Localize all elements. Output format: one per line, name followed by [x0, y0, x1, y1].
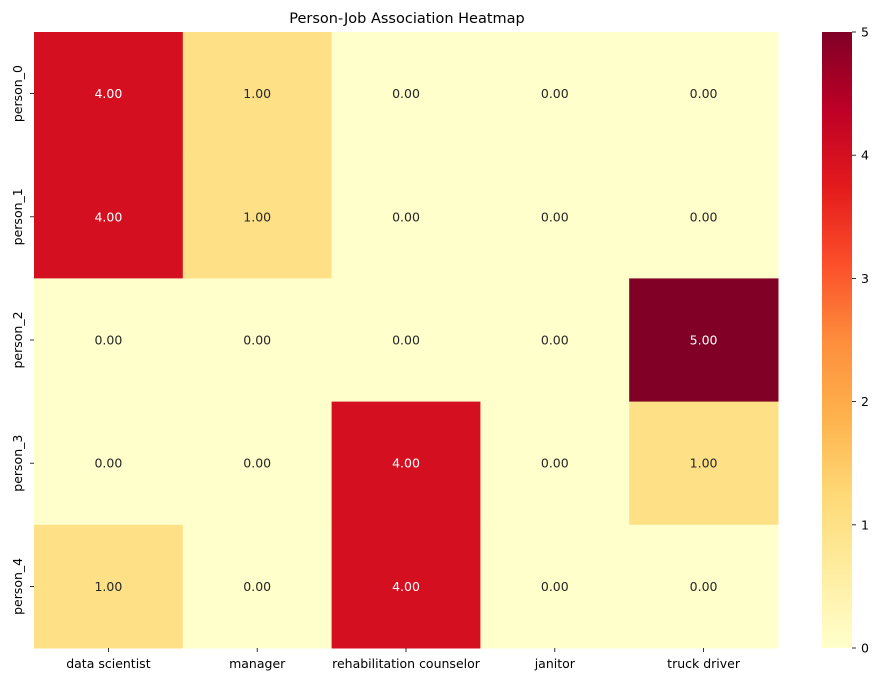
heatmap-cell: [34, 32, 184, 156]
cell-value-label: 5.00: [690, 333, 718, 348]
cell-value-label: 0.00: [392, 209, 420, 224]
x-tick-label: manager: [229, 656, 286, 671]
cell-value-label: 1.00: [243, 86, 271, 101]
colorbar-tick-label: 2: [861, 394, 869, 409]
colorbar-tick-label: 0: [861, 641, 869, 656]
cell-value-label: 0.00: [94, 456, 122, 471]
heatmap-cell: [34, 524, 184, 649]
heatmap-cell: [480, 155, 630, 279]
heatmap-cell: [182, 401, 333, 526]
cell-value-label: 0.00: [541, 86, 569, 101]
cell-value-label: 0.00: [541, 579, 569, 594]
cell-value-label: 0.00: [541, 209, 569, 224]
heatmap-cell: [331, 524, 481, 649]
colorbar: 0 1 2 3 4 5: [822, 25, 869, 656]
heatmap-cell: [480, 524, 630, 649]
heatmap-cell: [629, 155, 779, 279]
x-tick-label: data scientist: [66, 656, 150, 671]
y-tick-label: person_3: [10, 435, 25, 492]
cell-value-label: 0.00: [690, 86, 718, 101]
cell-value-label: 0.00: [541, 456, 569, 471]
cell-value-label: 4.00: [94, 209, 122, 224]
heatmap-cell: [182, 32, 333, 156]
heatmap-cell: [480, 278, 630, 403]
heatmap-cell: [629, 524, 779, 649]
cell-value-label: 0.00: [243, 579, 271, 594]
heatmap-cell: [34, 155, 184, 279]
heatmap-cell: [34, 278, 184, 403]
heatmap-cell: [331, 401, 481, 526]
cell-value-label: 0.00: [243, 333, 271, 348]
colorbar-tick-label: 5: [861, 25, 869, 40]
heatmap-cell: [182, 524, 333, 649]
heatmap-cell: [629, 32, 779, 156]
heatmap-cell: [331, 155, 481, 279]
heatmap-cell: [629, 401, 779, 526]
y-tick-label: person_2: [10, 311, 25, 368]
y-tick-label: person_1: [10, 188, 25, 245]
colorbar-tick-label: 4: [861, 148, 869, 163]
cell-value-label: 4.00: [392, 579, 420, 594]
heatmap-cell: [331, 32, 481, 156]
cell-value-label: 0.00: [243, 456, 271, 471]
cell-value-label: 4.00: [94, 86, 122, 101]
cell-value-label: 0.00: [690, 209, 718, 224]
cell-value-label: 1.00: [690, 456, 718, 471]
heatmap-cell: [629, 278, 779, 403]
cell-value-label: 0.00: [690, 579, 718, 594]
colorbar-scale: [822, 32, 852, 648]
heatmap-cell: [331, 278, 481, 403]
y-axis-ticks: person_0 person_1 person_2 person_3 person_4: [10, 65, 34, 615]
heatmap-cell: [34, 401, 184, 526]
chart-title: Person-Job Association Heatmap: [289, 11, 525, 27]
heatmap-cell: [182, 278, 333, 403]
cell-value-label: 0.00: [392, 86, 420, 101]
x-tick-label: rehabilitation counselor: [332, 656, 481, 671]
y-tick-label: person_4: [10, 558, 25, 615]
colorbar-tick-label: 1: [861, 517, 869, 532]
heatmap-cells: 4.00 1.00 0.00 0.00 0.00 4.00 1.00 0.00 0.00 0.00…: [34, 32, 779, 649]
x-tick-label: janitor: [534, 656, 576, 671]
x-tick-label: truck driver: [667, 656, 741, 671]
cell-value-label: 0.00: [392, 333, 420, 348]
colorbar-tick-label: 3: [861, 271, 869, 286]
cell-value-label: 1.00: [243, 209, 271, 224]
y-tick-label: person_0: [10, 65, 25, 122]
heatmap-cell: [480, 32, 630, 156]
cell-value-label: 4.00: [392, 456, 420, 471]
heatmap-cell: [182, 155, 333, 279]
cell-value-label: 1.00: [94, 579, 122, 594]
cell-value-label: 0.00: [94, 333, 122, 348]
cell-value-label: 0.00: [541, 333, 569, 348]
x-axis-ticks: data scientist manager rehabilitation coun…: [66, 648, 741, 671]
heatmap-cell: [480, 401, 630, 526]
